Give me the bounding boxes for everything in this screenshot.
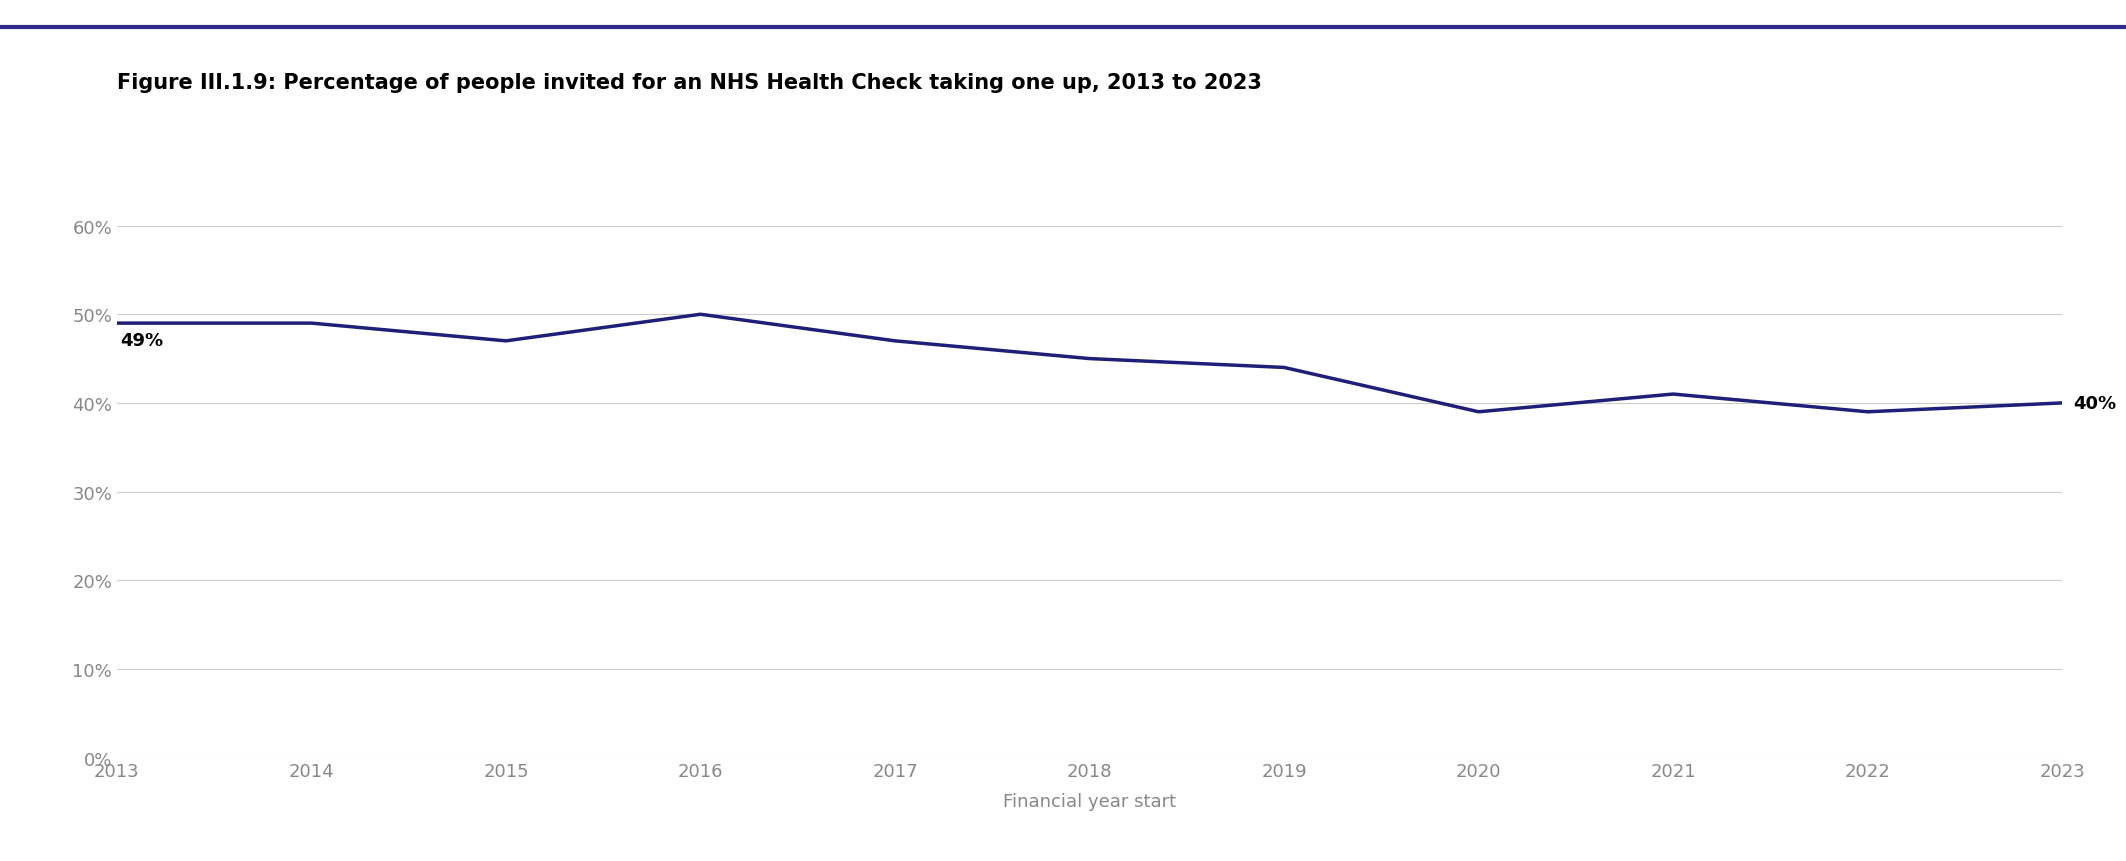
X-axis label: Financial year start: Financial year start [1003,791,1176,809]
Text: Figure III.1.9: Percentage of people invited for an NHS Health Check taking one : Figure III.1.9: Percentage of people inv… [117,73,1263,93]
Text: 40%: 40% [2073,394,2117,412]
Text: 49%: 49% [119,332,164,350]
